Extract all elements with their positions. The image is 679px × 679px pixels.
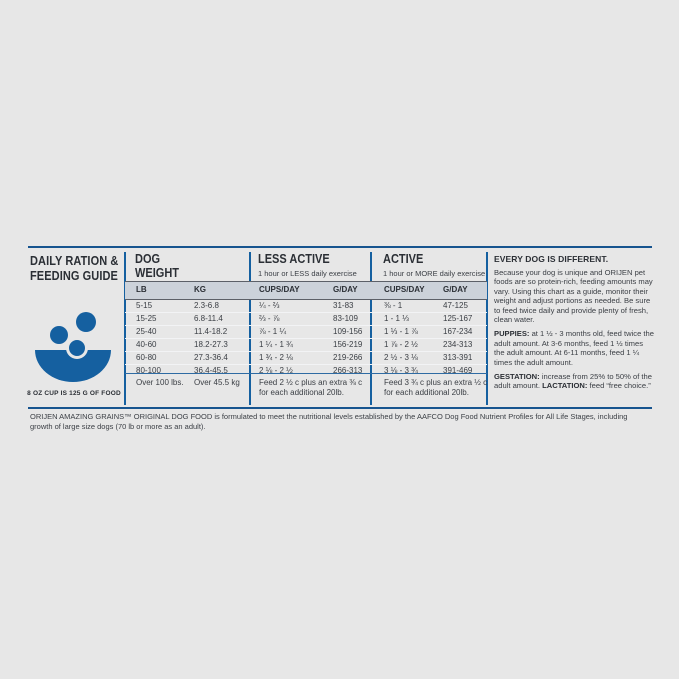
column-group-less-active: LESS ACTIVE 1 hour or LESS daily exercis…	[258, 252, 357, 278]
cell-cups-active: 2 ½ - 3 ⅛	[384, 353, 418, 362]
guide-title-line1: DAILY RATION &	[30, 254, 119, 268]
cell-g-active: 125-167	[443, 314, 473, 323]
cell-g-active: 313-391	[443, 353, 473, 362]
puppies-text: at 1 ½ - 3 months old, feed twice the ad…	[494, 329, 654, 367]
footer-kg: Over 45.5 kg	[194, 378, 240, 387]
cell-g-less: 266-313	[333, 366, 363, 375]
cell-g-less: 219-266	[333, 353, 363, 362]
cell-cups-less: ⅔ - ⅞	[259, 314, 280, 323]
cell-lb: 40-60	[136, 340, 157, 349]
kibble-bowl-icon	[32, 298, 114, 391]
table-divider	[486, 252, 488, 405]
table-column-headers: LB KG CUPS/DAY G/DAY CUPS/DAY G/DAY	[125, 281, 487, 300]
puppies-label: PUPPIES:	[494, 329, 530, 339]
table-divider	[370, 252, 372, 405]
cell-g-less: 31-83	[333, 301, 354, 310]
gestation-label: GESTATION:	[494, 372, 540, 382]
cell-lb: 80-100	[136, 366, 161, 375]
bottom-rule	[28, 407, 652, 409]
cell-g-less: 156-219	[333, 340, 363, 349]
table-row: 40-60 18.2-27.3 1 ¼ - 1 ¾ 156-219 1 ⅞ - …	[125, 338, 487, 351]
cell-cups-active: 1 ⅞ - 2 ½	[384, 340, 418, 349]
feeding-table-body: 5-15 2.3-6.8 ¼ - ⅔ 31-83 ⅜ - 1 47-125 15…	[125, 300, 487, 377]
table-footer-divider	[125, 373, 487, 374]
col-header-g-active: G/DAY	[443, 285, 468, 294]
table-divider	[124, 252, 126, 405]
table-row: 25-40 11.4-18.2 ⅞ - 1 ¼ 109-156 1 ⅓ - 1 …	[125, 325, 487, 338]
cell-cups-less: ¼ - ⅔	[259, 301, 280, 310]
cell-cups-active: ⅜ - 1	[384, 301, 403, 310]
cell-cups-less: 1 ¼ - 1 ¾	[259, 340, 293, 349]
col-header-cups-active: CUPS/DAY	[384, 285, 425, 294]
dog-weight-line2: WEIGHT	[135, 265, 179, 280]
col-header-kg: KG	[194, 285, 206, 294]
aafco-disclaimer: ORIJEN AMAZING GRAINS™ ORIGINAL DOG FOOD…	[30, 412, 628, 431]
footer-active-note: Feed 3 ¾ c plus an extra ½ c for each ad…	[384, 378, 488, 397]
cell-cups-less: 1 ¾ - 2 ⅛	[259, 353, 293, 362]
col-header-lb: LB	[136, 285, 147, 294]
advice-gestation-lactation: GESTATION: increase from 25% to 50% of t…	[494, 372, 654, 391]
cell-g-active: 234-313	[443, 340, 473, 349]
cell-cups-less: ⅞ - 1 ¼	[259, 327, 287, 336]
table-row: 5-15 2.3-6.8 ¼ - ⅔ 31-83 ⅜ - 1 47-125	[125, 300, 487, 312]
guide-title: DAILY RATION & FEEDING GUIDE	[30, 254, 118, 283]
table-row: 15-25 6.8-11.4 ⅔ - ⅞ 83-109 1 - 1 ⅓ 125-…	[125, 312, 487, 325]
less-active-title: LESS ACTIVE	[258, 252, 330, 266]
table-divider	[249, 252, 251, 405]
advice-puppies: PUPPIES: at 1 ½ - 3 months old, feed twi…	[494, 329, 654, 367]
cell-cups-active: 1 - 1 ⅓	[384, 314, 409, 323]
advice-heading: EVERY DOG IS DIFFERENT.	[494, 254, 609, 264]
cell-g-less: 109-156	[333, 327, 363, 336]
cell-kg: 11.4-18.2	[194, 327, 228, 336]
cell-g-active: 391-469	[443, 366, 473, 375]
cell-kg: 2.3-6.8	[194, 301, 219, 310]
table-row: 80-100 36.4-45.5 2 ⅛ - 2 ½ 266-313 3 ⅛ -…	[125, 364, 487, 377]
col-header-g-less: G/DAY	[333, 285, 358, 294]
lactation-label: LACTATION:	[542, 381, 588, 391]
cell-cups-active: 1 ⅓ - 1 ⅞	[384, 327, 418, 336]
cell-g-active: 167-234	[443, 327, 473, 336]
lactation-text: feed “free choice.”	[587, 381, 651, 391]
less-active-subtitle: 1 hour or LESS daily exercise	[258, 268, 357, 278]
footer-less-active-note: Feed 2 ½ c plus an extra ⅜ c for each ad…	[259, 378, 363, 397]
cell-lb: 25-40	[136, 327, 157, 336]
guide-title-line2: FEEDING GUIDE	[30, 268, 118, 283]
cell-g-active: 47-125	[443, 301, 468, 310]
table-footer-row: Over 100 lbs. Over 45.5 kg Feed 2 ½ c pl…	[125, 376, 487, 405]
top-rule	[28, 246, 652, 248]
cup-measure-note: 8 OZ CUP IS 125 G OF FOOD	[27, 390, 121, 397]
cell-lb: 15-25	[136, 314, 157, 323]
advice-column: EVERY DOG IS DIFFERENT. Because your dog…	[494, 254, 654, 396]
cell-kg: 36.4-45.5	[194, 366, 228, 375]
cell-kg: 18.2-27.3	[194, 340, 228, 349]
dog-weight-line1: DOG	[135, 252, 161, 266]
gestation-text: increase from 25% to 50% of the adult am…	[494, 372, 652, 391]
column-group-active: ACTIVE 1 hour or MORE daily exercise	[383, 252, 486, 278]
active-subtitle: 1 hour or MORE daily exercise	[383, 268, 486, 278]
col-header-cups-less: CUPS/DAY	[259, 285, 300, 294]
active-title: ACTIVE	[383, 252, 424, 266]
cell-g-less: 83-109	[333, 314, 358, 323]
footer-lb: Over 100 lbs.	[136, 378, 184, 387]
cell-cups-less: 2 ⅛ - 2 ½	[259, 366, 293, 375]
column-group-dog-weight: DOG WEIGHT	[135, 252, 185, 280]
table-row: 60-80 27.3-36.4 1 ¾ - 2 ⅛ 219-266 2 ½ - …	[125, 351, 487, 364]
cell-lb: 60-80	[136, 353, 157, 362]
advice-intro: Because your dog is unique and ORIJEN pe…	[494, 268, 653, 325]
cell-lb: 5-15	[136, 301, 153, 310]
cell-cups-active: 3 ⅛ - 3 ¾	[384, 366, 418, 375]
cell-kg: 6.8-11.4	[194, 314, 223, 323]
cell-kg: 27.3-36.4	[194, 353, 228, 362]
